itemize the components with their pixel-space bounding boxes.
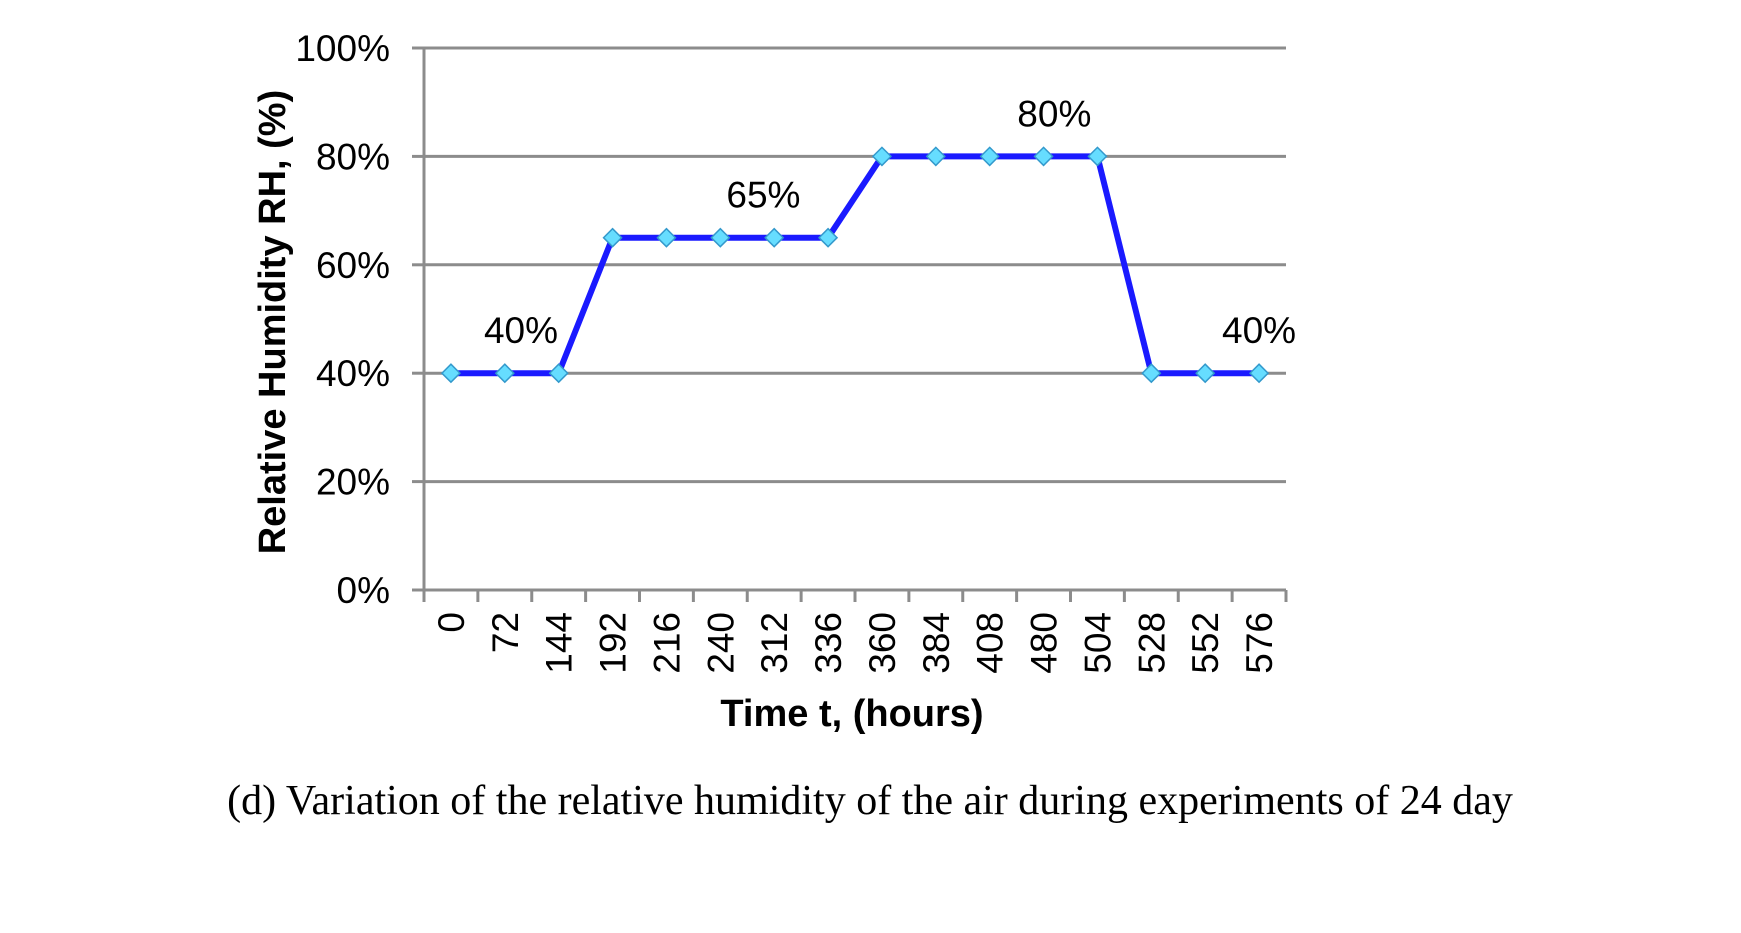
data-point xyxy=(925,146,946,167)
data-point xyxy=(656,227,677,248)
x-tick-label: 576 xyxy=(1239,612,1280,674)
axes xyxy=(422,48,1286,592)
data-annotation: 40% xyxy=(484,310,558,351)
y-tick-label: 100% xyxy=(295,28,390,69)
x-tick-labels: 0 72 144 192 216 240 312 336 360 384 408 480 504 528 5… xyxy=(431,612,1280,674)
series-rh xyxy=(450,153,1260,377)
data-point xyxy=(440,363,461,384)
y-tick-label: 60% xyxy=(316,245,390,286)
y-tick-labels: 0% 20% 40% 60% 80% 100% xyxy=(295,28,390,611)
data-point xyxy=(494,363,515,384)
data-point xyxy=(1195,363,1216,384)
x-tick-label: 216 xyxy=(646,612,687,674)
x-tick-label: 480 xyxy=(1024,612,1065,674)
data-markers xyxy=(440,146,1270,384)
data-point xyxy=(871,146,892,167)
x-tick-label: 0 xyxy=(431,612,472,633)
data-point xyxy=(764,227,785,248)
data-point xyxy=(710,227,731,248)
x-tick-label: 144 xyxy=(539,612,580,674)
data-annotation: 80% xyxy=(1017,93,1091,134)
series-line xyxy=(450,153,1260,377)
y-tick-label: 80% xyxy=(316,136,390,177)
x-tick-label: 312 xyxy=(754,612,795,674)
x-tick-label: 408 xyxy=(970,612,1011,674)
x-tick-label: 528 xyxy=(1131,612,1172,674)
y-axis-title: Relative Humidity RH, (%) xyxy=(252,90,294,555)
annotations: 40% 65% 80% 40% xyxy=(484,93,1296,351)
x-tick-label: 552 xyxy=(1185,612,1226,674)
x-tick-label: 336 xyxy=(808,612,849,674)
x-tick-label: 384 xyxy=(916,612,957,674)
y-tick-label: 0% xyxy=(337,570,390,611)
figure-caption: (d) Variation of the relative humidity o… xyxy=(227,778,1513,824)
x-tick-label: 240 xyxy=(700,612,741,674)
y-tick-label: 40% xyxy=(316,353,390,394)
data-point xyxy=(1087,146,1108,167)
data-point xyxy=(818,227,839,248)
data-point xyxy=(979,146,1000,167)
data-point xyxy=(1141,363,1162,384)
x-tick-label: 504 xyxy=(1077,612,1118,674)
data-point xyxy=(1033,146,1054,167)
data-point xyxy=(602,227,623,248)
x-axis-title: Time t, (hours) xyxy=(720,693,983,735)
x-tick-label: 360 xyxy=(862,612,903,674)
y-tick-label: 20% xyxy=(316,462,390,503)
x-tick-label: 192 xyxy=(593,612,634,674)
data-point xyxy=(1249,363,1270,384)
x-tick-label: 72 xyxy=(485,612,526,653)
data-point xyxy=(548,363,569,384)
data-annotation: 40% xyxy=(1222,310,1296,351)
data-annotation: 65% xyxy=(726,175,800,216)
